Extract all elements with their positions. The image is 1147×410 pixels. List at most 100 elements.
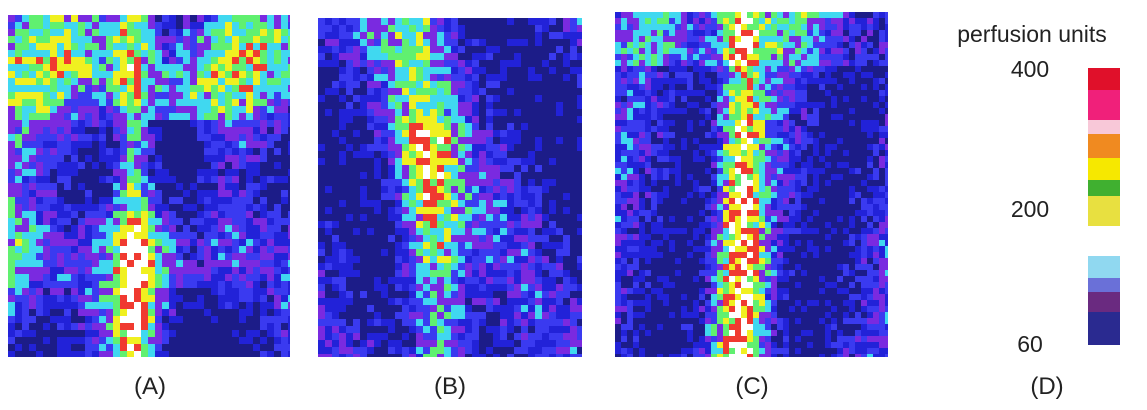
pixel [837, 12, 843, 18]
pixel [106, 197, 113, 204]
pixel [374, 242, 381, 249]
pixel [542, 193, 549, 200]
pixel [423, 144, 430, 151]
pixel [615, 18, 621, 24]
pixel [267, 351, 274, 357]
pixel [687, 132, 693, 138]
pixel [211, 337, 218, 344]
pixel [120, 155, 127, 162]
pixel [8, 155, 15, 162]
pixel [360, 312, 367, 319]
pixel [777, 18, 783, 24]
pixel [190, 211, 197, 218]
pixel [225, 120, 232, 127]
pixel [381, 102, 388, 109]
pixel [500, 221, 507, 228]
pixel [759, 24, 765, 30]
pixel [274, 92, 281, 99]
pixel [99, 57, 106, 64]
pixel [36, 22, 43, 29]
pixel [705, 114, 711, 120]
pixel [346, 172, 353, 179]
pixel [260, 22, 267, 29]
pixel [711, 138, 717, 144]
pixel [819, 78, 825, 84]
pixel [134, 288, 141, 295]
pixel [528, 305, 535, 312]
pixel [346, 305, 353, 312]
pixel [15, 162, 22, 169]
pixel [873, 78, 879, 84]
pixel [43, 57, 50, 64]
pixel [717, 114, 723, 120]
pixel [885, 54, 888, 60]
pixel [409, 116, 416, 123]
pixel [374, 25, 381, 32]
pixel [402, 291, 409, 298]
pixel [120, 253, 127, 260]
pixel [717, 138, 723, 144]
pixel [657, 30, 663, 36]
pixel [669, 102, 675, 108]
pixel [627, 78, 633, 84]
pixel [71, 218, 78, 225]
pixel [218, 50, 225, 57]
pixel [783, 84, 789, 90]
pixel [430, 270, 437, 277]
pixel [472, 242, 479, 249]
pixel [346, 46, 353, 53]
pixel [288, 43, 290, 50]
pixel [388, 88, 395, 95]
pixel [148, 64, 155, 71]
pixel [353, 347, 360, 354]
pixel [113, 295, 120, 302]
pixel [500, 151, 507, 158]
pixel [577, 284, 582, 291]
pixel [325, 116, 332, 123]
pixel [705, 78, 711, 84]
pixel [332, 326, 339, 333]
pixel [274, 246, 281, 253]
pixel [753, 12, 759, 18]
pixel [92, 323, 99, 330]
pixel [113, 288, 120, 295]
pixel [663, 156, 669, 162]
pixel [360, 81, 367, 88]
pixel [204, 106, 211, 113]
pixel [113, 43, 120, 50]
pixel [621, 114, 627, 120]
pixel [64, 162, 71, 169]
pixel [246, 253, 253, 260]
pixel [57, 260, 64, 267]
pixel [155, 78, 162, 85]
pixel [260, 113, 267, 120]
pixel [723, 96, 729, 102]
pixel [57, 274, 64, 281]
pixel [867, 54, 873, 60]
pixel [528, 221, 535, 228]
pixel [239, 57, 246, 64]
pixel [225, 141, 232, 148]
pixel [570, 256, 577, 263]
pixel [36, 295, 43, 302]
pixel [78, 113, 85, 120]
pixel [657, 96, 663, 102]
pixel [437, 39, 444, 46]
pixel [577, 151, 582, 158]
pixel [735, 12, 741, 18]
pixel [29, 141, 36, 148]
pixel [85, 204, 92, 211]
pixel [155, 302, 162, 309]
pixel [458, 165, 465, 172]
pixel [225, 36, 232, 43]
pixel [15, 169, 22, 176]
pixel [183, 22, 190, 29]
pixel [486, 95, 493, 102]
pixel [542, 32, 549, 39]
pixel [318, 326, 325, 333]
pixel [621, 30, 627, 36]
pixel [36, 127, 43, 134]
pixel [699, 96, 705, 102]
pixel [197, 162, 204, 169]
pixel [681, 60, 687, 66]
